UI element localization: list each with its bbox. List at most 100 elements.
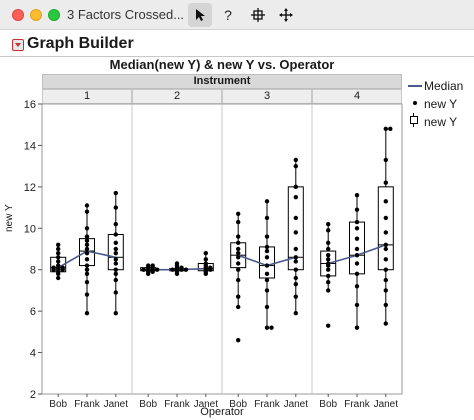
x-tick-label: Bob — [319, 399, 337, 410]
data-point — [113, 271, 119, 277]
data-point — [293, 267, 298, 272]
data-point — [326, 323, 331, 328]
data-point — [208, 265, 213, 270]
minimize-window-button[interactable] — [30, 9, 42, 21]
crosshair-icon — [251, 8, 265, 22]
window-titlebar: 3 Factors Crossed... ? — [0, 0, 474, 30]
data-point — [179, 265, 184, 270]
data-point — [236, 337, 241, 343]
data-point — [51, 265, 56, 270]
data-point — [269, 325, 274, 330]
data-point — [293, 230, 298, 235]
data-point — [326, 240, 331, 245]
data-point — [84, 279, 90, 285]
data-point — [141, 267, 146, 272]
data-point — [383, 288, 388, 293]
data-point — [113, 221, 119, 227]
y-tick-label: 4 — [30, 348, 36, 360]
data-point — [56, 275, 61, 281]
data-point — [155, 267, 160, 272]
data-point — [84, 209, 90, 214]
data-point — [84, 263, 90, 268]
data-point — [326, 273, 331, 279]
section-title: Graph Builder — [27, 35, 134, 52]
data-point — [383, 230, 388, 235]
zoom-window-button[interactable] — [48, 9, 60, 21]
data-point — [326, 257, 331, 262]
data-point — [264, 215, 270, 221]
pointer-tool-button[interactable] — [188, 3, 212, 27]
data-point — [203, 250, 208, 256]
x-tick-label: Janet — [194, 399, 219, 410]
data-point — [56, 259, 61, 264]
data-point — [236, 277, 241, 283]
data-point — [183, 267, 189, 272]
data-point — [236, 304, 241, 310]
data-point — [113, 261, 119, 266]
y-tick-label: 16 — [24, 99, 36, 111]
legend-median-swatch — [408, 85, 422, 87]
data-point — [84, 257, 90, 262]
data-point — [383, 246, 388, 252]
disclosure-triangle-icon[interactable] — [12, 39, 24, 51]
data-point — [236, 211, 241, 216]
data-point — [146, 263, 151, 268]
data-point — [113, 240, 119, 245]
close-window-button[interactable] — [12, 9, 24, 21]
window-title: 3 Factors Crossed... — [67, 7, 185, 22]
data-point — [84, 203, 90, 208]
data-point — [264, 304, 270, 310]
data-point — [293, 275, 298, 281]
data-point — [84, 226, 90, 231]
data-point — [84, 271, 90, 277]
data-point — [113, 246, 119, 252]
crosshair-tool-button[interactable] — [246, 3, 270, 27]
y-axis-label[interactable]: new Y — [4, 204, 15, 232]
data-point — [236, 267, 241, 272]
data-point — [56, 246, 61, 252]
x-tick-label: Frank — [254, 399, 281, 410]
data-point — [236, 255, 241, 260]
data-point — [326, 267, 331, 272]
data-point — [170, 267, 175, 272]
data-point — [60, 265, 65, 270]
legend-median-label: Median — [424, 79, 464, 93]
data-point — [293, 294, 298, 299]
y-tick-label: 8 — [30, 265, 36, 277]
x-tick-label: Frank — [164, 399, 191, 410]
data-point — [293, 195, 298, 200]
x-axis-label[interactable]: Operator — [200, 406, 244, 418]
group-header-instrument[interactable]: Instrument — [42, 74, 402, 89]
data-point — [388, 126, 393, 132]
data-point — [264, 271, 270, 277]
data-point — [293, 282, 298, 287]
data-point — [326, 279, 331, 285]
data-point — [354, 219, 360, 225]
data-point — [236, 246, 241, 252]
data-point — [383, 321, 388, 326]
pointer-arrow-icon — [196, 9, 205, 21]
x-tick-label: Frank — [74, 399, 101, 410]
graph-title[interactable]: Median(new Y) & new Y vs. Operator — [109, 57, 335, 72]
data-point — [326, 288, 331, 293]
y-tick-label: 10 — [24, 223, 36, 235]
data-point — [383, 157, 388, 163]
data-point — [293, 184, 298, 190]
data-point — [264, 277, 270, 283]
data-point — [326, 261, 331, 266]
data-point — [150, 263, 155, 268]
data-point — [113, 232, 119, 237]
data-point — [354, 253, 360, 258]
data-point — [113, 267, 119, 272]
data-point — [354, 246, 360, 252]
move-tool-button[interactable] — [274, 3, 298, 27]
data-point — [264, 199, 270, 204]
data-point — [236, 219, 241, 225]
move-icon — [279, 8, 293, 22]
help-tool-button[interactable]: ? — [224, 7, 232, 23]
data-point — [56, 242, 61, 248]
y-tick-label: 14 — [24, 140, 36, 152]
data-point — [383, 302, 388, 308]
y-tick-label: 6 — [30, 306, 36, 318]
